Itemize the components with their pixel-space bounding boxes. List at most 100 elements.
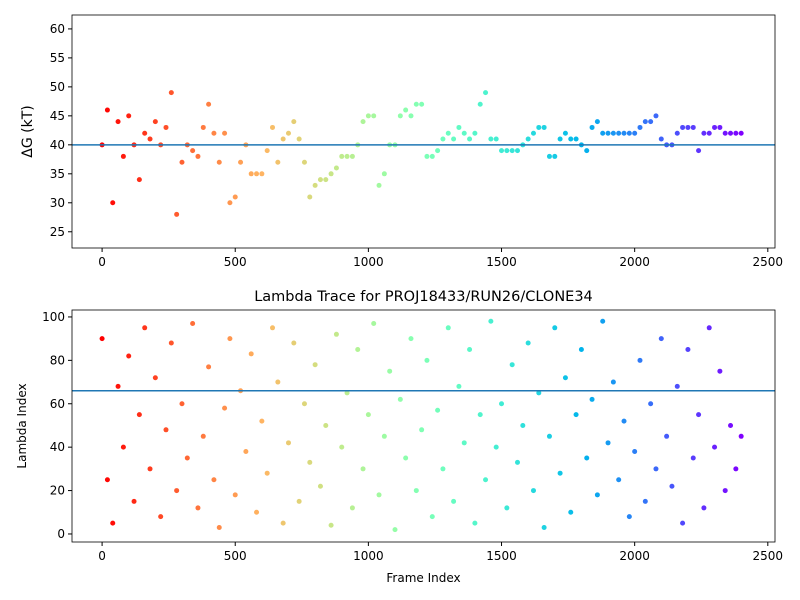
data-point	[488, 136, 494, 142]
data-point	[483, 90, 489, 96]
data-point	[467, 346, 473, 352]
data-point	[323, 422, 329, 428]
x-tick-label: 2500	[753, 549, 784, 563]
data-point	[493, 136, 499, 142]
data-point	[168, 90, 174, 96]
data-point	[632, 130, 638, 136]
x-tick-label: 1000	[353, 255, 384, 269]
data-point	[131, 498, 137, 504]
data-point	[509, 148, 515, 154]
data-point	[158, 514, 164, 520]
data-point	[190, 320, 196, 326]
data-point	[365, 412, 371, 418]
data-point	[248, 171, 254, 177]
data-point	[110, 200, 116, 206]
data-point	[429, 514, 435, 520]
x-tick-label: 2000	[619, 255, 650, 269]
data-point	[413, 488, 419, 494]
data-point	[472, 520, 478, 526]
data-point	[365, 113, 371, 119]
data-point	[392, 527, 398, 533]
x-tick-label: 2500	[753, 255, 784, 269]
data-point	[658, 336, 664, 342]
data-point	[451, 498, 457, 504]
y-tick-label: 60	[50, 22, 65, 36]
data-point	[637, 124, 643, 130]
data-point	[291, 119, 297, 125]
data-point	[99, 336, 105, 342]
data-point	[307, 194, 313, 200]
data-point	[461, 130, 467, 136]
data-point	[445, 130, 451, 136]
data-point	[163, 124, 169, 130]
data-point	[690, 455, 696, 461]
data-point	[403, 107, 409, 113]
x-tick-label: 500	[224, 549, 247, 563]
y-tick-label: 55	[50, 51, 65, 65]
data-point	[648, 401, 654, 407]
data-point	[605, 130, 611, 136]
data-point	[642, 498, 648, 504]
data-point	[163, 427, 169, 433]
data-point	[403, 455, 409, 461]
data-point	[525, 136, 531, 142]
data-point	[690, 124, 696, 130]
data-point	[642, 119, 648, 125]
axes-frame	[71, 14, 776, 249]
data-point	[557, 470, 563, 476]
y-axis-label: Lambda Index	[15, 383, 29, 468]
data-point	[424, 153, 430, 159]
data-point	[280, 520, 286, 526]
data-point	[696, 148, 702, 154]
data-point	[530, 130, 536, 136]
data-point	[152, 119, 158, 125]
data-point	[195, 153, 201, 159]
data-point	[174, 488, 180, 494]
data-point	[254, 509, 260, 515]
data-point	[733, 466, 739, 472]
data-point	[126, 353, 132, 359]
data-point	[179, 159, 185, 165]
data-point	[669, 483, 675, 489]
data-point	[685, 346, 691, 352]
data-point	[381, 433, 387, 439]
data-point	[328, 522, 334, 528]
data-point	[424, 357, 430, 363]
data-point	[477, 101, 483, 107]
y-tick-label: 40	[50, 440, 65, 454]
y-tick-label: 40	[50, 138, 65, 152]
data-point	[573, 136, 579, 142]
data-point	[514, 148, 520, 154]
data-point	[712, 124, 718, 130]
x-tick-label: 1000	[353, 549, 384, 563]
data-point	[312, 362, 318, 368]
data-point	[227, 200, 233, 206]
data-point	[477, 412, 483, 418]
y-tick-label: 25	[50, 225, 65, 239]
y-tick-label: 45	[50, 109, 65, 123]
data-point	[696, 412, 702, 418]
data-point	[115, 383, 121, 389]
x-tick-label: 1500	[486, 549, 517, 563]
data-point	[541, 124, 547, 130]
data-point	[339, 153, 345, 159]
data-point	[541, 524, 547, 530]
data-point	[536, 390, 542, 396]
data-point	[408, 336, 414, 342]
data-point	[499, 148, 505, 154]
data-point	[451, 136, 457, 142]
data-point	[728, 130, 734, 136]
data-point	[674, 383, 680, 389]
data-point	[546, 153, 552, 159]
data-point	[435, 148, 441, 154]
data-point	[238, 159, 244, 165]
data-point	[637, 357, 643, 363]
data-point	[632, 449, 638, 455]
data-point	[184, 455, 190, 461]
data-point	[104, 477, 110, 483]
data-point	[142, 130, 148, 136]
data-point	[509, 362, 515, 368]
data-point	[626, 514, 632, 520]
data-point	[413, 101, 419, 107]
